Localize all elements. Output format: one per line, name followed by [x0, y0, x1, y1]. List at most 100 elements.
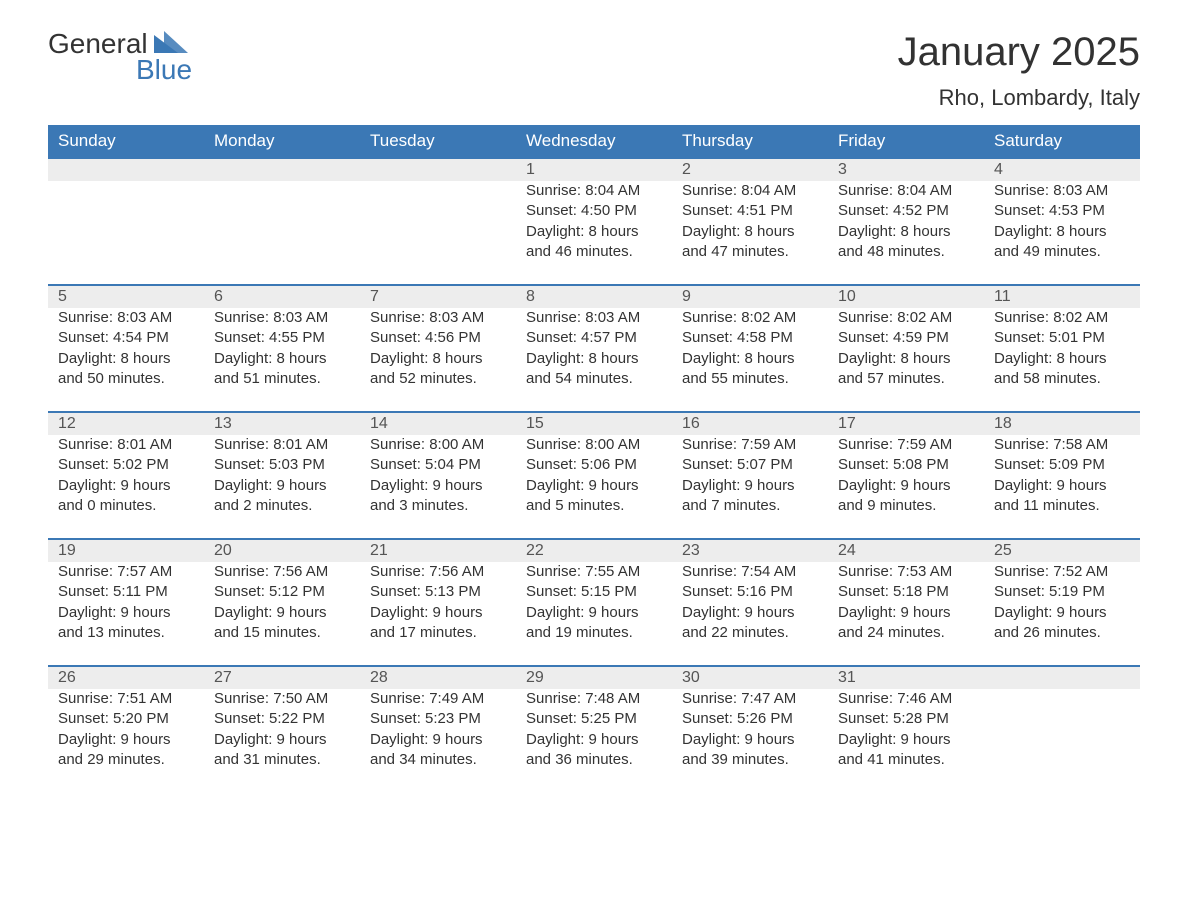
sunset-line: Sunset: 4:50 PM: [526, 201, 662, 221]
daylight-line-2: and 47 minutes.: [682, 242, 818, 262]
daylight-line-2: and 29 minutes.: [58, 750, 194, 770]
daylight-line-1: Daylight: 8 hours: [58, 349, 194, 369]
daynum-row: 262728293031: [48, 666, 1140, 689]
day-detail: Sunrise: 8:02 AMSunset: 5:01 PMDaylight:…: [994, 308, 1130, 389]
day-number-cell: 26: [48, 666, 204, 689]
day-detail-cell: Sunrise: 7:58 AMSunset: 5:09 PMDaylight:…: [984, 435, 1140, 539]
day-number: 31: [838, 669, 856, 686]
daylight-line-1: Daylight: 9 hours: [370, 730, 506, 750]
day-header: Monday: [204, 125, 360, 158]
day-detail-cell: Sunrise: 8:03 AMSunset: 4:56 PMDaylight:…: [360, 308, 516, 412]
day-number-cell: 23: [672, 539, 828, 562]
sunrise-line: Sunrise: 7:46 AM: [838, 689, 974, 709]
day-detail: Sunrise: 7:56 AMSunset: 5:13 PMDaylight:…: [370, 562, 506, 643]
day-number: 13: [214, 415, 232, 432]
sunrise-line: Sunrise: 7:56 AM: [370, 562, 506, 582]
day-detail-cell: [48, 181, 204, 285]
daylight-line-2: and 52 minutes.: [370, 369, 506, 389]
day-number-cell: 4: [984, 158, 1140, 181]
daylight-line-2: and 26 minutes.: [994, 623, 1130, 643]
daylight-line-1: Daylight: 8 hours: [682, 222, 818, 242]
day-detail: Sunrise: 7:52 AMSunset: 5:19 PMDaylight:…: [994, 562, 1130, 643]
daylight-line-1: Daylight: 8 hours: [994, 349, 1130, 369]
day-number-cell: 6: [204, 285, 360, 308]
sunrise-line: Sunrise: 8:00 AM: [370, 435, 506, 455]
day-detail-cell: Sunrise: 8:03 AMSunset: 4:53 PMDaylight:…: [984, 181, 1140, 285]
day-detail-cell: Sunrise: 7:59 AMSunset: 5:07 PMDaylight:…: [672, 435, 828, 539]
day-detail: Sunrise: 8:04 AMSunset: 4:51 PMDaylight:…: [682, 181, 818, 262]
daylight-line-2: and 39 minutes.: [682, 750, 818, 770]
sunrise-line: Sunrise: 7:59 AM: [682, 435, 818, 455]
sunrise-line: Sunrise: 7:54 AM: [682, 562, 818, 582]
daylight-line-1: Daylight: 9 hours: [58, 730, 194, 750]
daylight-line-2: and 17 minutes.: [370, 623, 506, 643]
day-number: 28: [370, 669, 388, 686]
daylight-line-1: Daylight: 9 hours: [838, 476, 974, 496]
daylight-line-1: Daylight: 9 hours: [58, 603, 194, 623]
sunrise-line: Sunrise: 7:51 AM: [58, 689, 194, 709]
day-number-cell: 24: [828, 539, 984, 562]
daynum-row: 19202122232425: [48, 539, 1140, 562]
sunrise-line: Sunrise: 7:48 AM: [526, 689, 662, 709]
detail-row: Sunrise: 8:04 AMSunset: 4:50 PMDaylight:…: [48, 181, 1140, 285]
day-detail-cell: Sunrise: 7:52 AMSunset: 5:19 PMDaylight:…: [984, 562, 1140, 666]
daylight-line-1: Daylight: 9 hours: [994, 603, 1130, 623]
day-detail-cell: Sunrise: 7:56 AMSunset: 5:13 PMDaylight:…: [360, 562, 516, 666]
day-number-cell: 15: [516, 412, 672, 435]
daylight-line-2: and 58 minutes.: [994, 369, 1130, 389]
calendar-body: 1 23 4 Sunrise: 8:04 AMSunset: 4:50 PMDayli…: [48, 158, 1140, 792]
sunrise-line: Sunrise: 7:52 AM: [994, 562, 1130, 582]
day-detail-cell: Sunrise: 7:47 AMSunset: 5:26 PMDaylight:…: [672, 689, 828, 792]
daylight-line-2: and 54 minutes.: [526, 369, 662, 389]
day-number-cell: 11: [984, 285, 1140, 308]
daylight-line-2: and 15 minutes.: [214, 623, 350, 643]
day-number-cell: 28: [360, 666, 516, 689]
day-number-cell: 31: [828, 666, 984, 689]
sunrise-line: Sunrise: 8:01 AM: [58, 435, 194, 455]
sunset-line: Sunset: 5:19 PM: [994, 582, 1130, 602]
daylight-line-2: and 51 minutes.: [214, 369, 350, 389]
detail-row: Sunrise: 7:57 AMSunset: 5:11 PMDaylight:…: [48, 562, 1140, 666]
daylight-line-2: and 48 minutes.: [838, 242, 974, 262]
day-number: 29: [526, 669, 544, 686]
day-detail: Sunrise: 8:04 AMSunset: 4:50 PMDaylight:…: [526, 181, 662, 262]
sunrise-line: Sunrise: 7:50 AM: [214, 689, 350, 709]
day-detail: Sunrise: 7:51 AMSunset: 5:20 PMDaylight:…: [58, 689, 194, 770]
day-detail: Sunrise: 7:59 AMSunset: 5:07 PMDaylight:…: [682, 435, 818, 516]
day-detail-cell: Sunrise: 7:49 AMSunset: 5:23 PMDaylight:…: [360, 689, 516, 792]
day-detail: Sunrise: 7:59 AMSunset: 5:08 PMDaylight:…: [838, 435, 974, 516]
day-number-cell: 20: [204, 539, 360, 562]
day-header: Thursday: [672, 125, 828, 158]
day-number: 6: [214, 288, 223, 305]
day-detail: Sunrise: 8:03 AMSunset: 4:54 PMDaylight:…: [58, 308, 194, 389]
day-detail: Sunrise: 7:57 AMSunset: 5:11 PMDaylight:…: [58, 562, 194, 643]
detail-row: Sunrise: 7:51 AMSunset: 5:20 PMDaylight:…: [48, 689, 1140, 792]
day-number-cell: 29: [516, 666, 672, 689]
day-detail: Sunrise: 7:55 AMSunset: 5:15 PMDaylight:…: [526, 562, 662, 643]
day-detail: Sunrise: 7:49 AMSunset: 5:23 PMDaylight:…: [370, 689, 506, 770]
day-number: 1: [526, 161, 535, 178]
sunrise-line: Sunrise: 7:55 AM: [526, 562, 662, 582]
daylight-line-2: and 57 minutes.: [838, 369, 974, 389]
day-number-cell: 16: [672, 412, 828, 435]
day-number: 7: [370, 288, 379, 305]
day-detail-cell: Sunrise: 8:03 AMSunset: 4:57 PMDaylight:…: [516, 308, 672, 412]
day-number-cell: 30: [672, 666, 828, 689]
day-number-cell: 10: [828, 285, 984, 308]
sunrise-line: Sunrise: 8:02 AM: [838, 308, 974, 328]
sunset-line: Sunset: 5:11 PM: [58, 582, 194, 602]
daylight-line-1: Daylight: 8 hours: [526, 222, 662, 242]
daylight-line-2: and 46 minutes.: [526, 242, 662, 262]
daylight-line-1: Daylight: 8 hours: [838, 349, 974, 369]
day-detail: Sunrise: 8:03 AMSunset: 4:55 PMDaylight:…: [214, 308, 350, 389]
sunset-line: Sunset: 4:56 PM: [370, 328, 506, 348]
day-detail: Sunrise: 7:48 AMSunset: 5:25 PMDaylight:…: [526, 689, 662, 770]
daylight-line-2: and 13 minutes.: [58, 623, 194, 643]
logo: General Blue: [48, 30, 192, 84]
day-detail-cell: Sunrise: 7:46 AMSunset: 5:28 PMDaylight:…: [828, 689, 984, 792]
day-detail-cell: Sunrise: 7:59 AMSunset: 5:08 PMDaylight:…: [828, 435, 984, 539]
day-detail: Sunrise: 7:58 AMSunset: 5:09 PMDaylight:…: [994, 435, 1130, 516]
daylight-line-1: Daylight: 9 hours: [526, 603, 662, 623]
daylight-line-2: and 2 minutes.: [214, 496, 350, 516]
daylight-line-2: and 0 minutes.: [58, 496, 194, 516]
